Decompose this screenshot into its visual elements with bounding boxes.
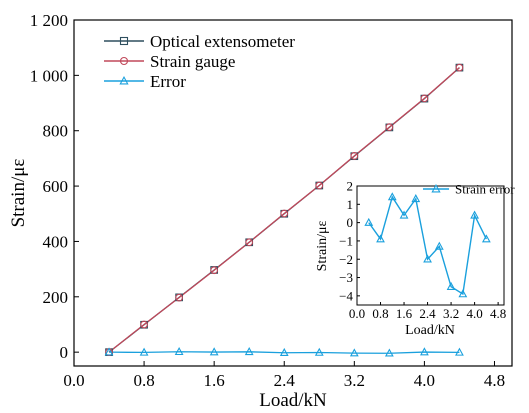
point-strain-error [376, 234, 385, 243]
x-tick-label: 4.0 [466, 306, 482, 321]
point-strain-error [458, 289, 468, 298]
legend-marker-optical-extensometer [119, 36, 129, 46]
point-strain-error [446, 281, 456, 290]
inset-plot-frame [356, 185, 505, 306]
x-tick-label: 0.8 [372, 306, 388, 321]
point-strain-gauge [280, 209, 289, 218]
point-error [209, 347, 219, 356]
point-error [279, 347, 289, 356]
legend-marker-error [119, 76, 129, 85]
legend-label-optical-extensometer: Optical extensometer [150, 32, 295, 51]
x-tick-label: 1.6 [396, 306, 413, 321]
point-strain-gauge [420, 94, 429, 103]
point-error [349, 348, 359, 357]
main-plot: 0.0 0.8 1.6 2.4 3.2 4.0 4.8 0 200 400 600 800 1 000… [8, 11, 513, 411]
inset-x-ticks: 0.0 0.8 1.6 2.4 3.2 4.0 4.8 [349, 302, 506, 321]
point-strain-gauge [140, 320, 148, 329]
y-tick-label: 0 [347, 215, 354, 230]
series-line-strain-gauge [108, 67, 460, 353]
x-tick-label: 4.0 [414, 371, 435, 390]
point-strain-error [399, 210, 409, 219]
legend-label-error: Error [150, 72, 186, 91]
y-tick-label: 0 [60, 343, 69, 362]
point-error [314, 347, 324, 356]
x-tick-label: 1.6 [204, 371, 225, 390]
x-tick-label: 0.0 [349, 306, 365, 321]
x-tick-label: 0.0 [63, 371, 84, 390]
point-strain-gauge [315, 181, 324, 190]
legend-label-strain-error: Strain error [455, 182, 515, 197]
series-line-error [109, 351, 460, 354]
point-error [244, 347, 254, 356]
inset-y-axis-label: Strain/με [315, 221, 330, 272]
inset-y-ticks: −4 −3 −2 −1 0 1 2 [339, 179, 360, 303]
point-strain-gauge [455, 63, 464, 72]
x-tick-label: 4.8 [490, 306, 506, 321]
point-strain-error [470, 210, 479, 219]
point-strain-gauge [210, 266, 219, 275]
point-error [455, 347, 464, 356]
x-tick-label: 3.2 [344, 371, 365, 390]
y-tick-label: −4 [339, 288, 353, 303]
y-tick-label: 1 [347, 197, 354, 212]
series-line-strain-error [368, 195, 487, 296]
point-error [384, 348, 394, 357]
point-strain-gauge [245, 238, 254, 247]
main-plot-frame [73, 19, 513, 367]
main-series [104, 63, 464, 357]
legend-marker-strain-error [431, 184, 441, 193]
point-strain-error [387, 192, 397, 201]
point-error [139, 347, 149, 356]
y-tick-label: 400 [43, 232, 69, 251]
inset-x-axis-label: Load/kN [405, 323, 455, 338]
y-tick-label: 1 000 [30, 66, 68, 85]
legend-marker-strain-gauge [119, 56, 129, 66]
x-tick-label: 4.8 [484, 371, 505, 390]
main-y-ticks: 0 200 400 600 800 1 000 1 200 [30, 11, 79, 362]
main-x-axis-label: Load/kN [259, 390, 327, 411]
y-tick-label: 800 [43, 122, 69, 141]
y-tick-label: −3 [339, 270, 353, 285]
y-tick-label: −2 [339, 252, 353, 267]
y-tick-label: 1 200 [30, 11, 68, 30]
main-y-axis-label: Strain/με [8, 159, 29, 228]
point-strain-error [481, 234, 491, 243]
y-tick-label: 600 [43, 177, 69, 196]
point-error [104, 347, 114, 356]
point-strain-gauge [385, 123, 394, 131]
x-tick-label: 3.2 [443, 306, 459, 321]
y-tick-label: −1 [339, 233, 353, 248]
point-strain-error [423, 254, 432, 263]
x-tick-label: 0.8 [133, 371, 154, 390]
x-tick-label: 2.4 [274, 371, 296, 390]
point-error [420, 347, 429, 356]
inset-plot: 0.0 0.8 1.6 2.4 3.2 4.0 4.8 −4 −3 −2 −1 0 1 2 Load/k… [315, 179, 515, 338]
y-tick-label: 200 [43, 288, 69, 307]
inset-legend: Strain error [423, 182, 515, 197]
point-strain-gauge [175, 293, 183, 302]
point-strain-error [364, 217, 374, 226]
legend-label-strain-gauge: Strain gauge [150, 52, 235, 71]
point-error [174, 346, 184, 356]
point-strain-error [434, 241, 444, 250]
point-strain-gauge [350, 152, 359, 160]
inset-series [364, 192, 491, 298]
x-tick-label: 2.4 [419, 306, 436, 321]
point-strain-error [411, 194, 421, 203]
y-tick-label: 2 [347, 179, 354, 194]
main-x-ticks: 0.0 0.8 1.6 2.4 3.2 4.0 4.8 [63, 361, 505, 390]
